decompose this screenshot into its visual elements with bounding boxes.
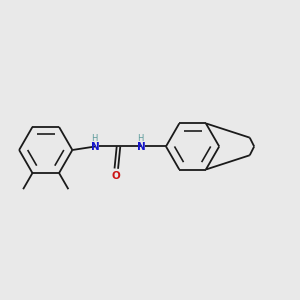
Text: N: N [91,142,100,152]
Text: H: H [91,134,97,143]
Text: N: N [137,142,146,152]
Text: O: O [112,171,121,181]
Text: H: H [137,134,143,143]
